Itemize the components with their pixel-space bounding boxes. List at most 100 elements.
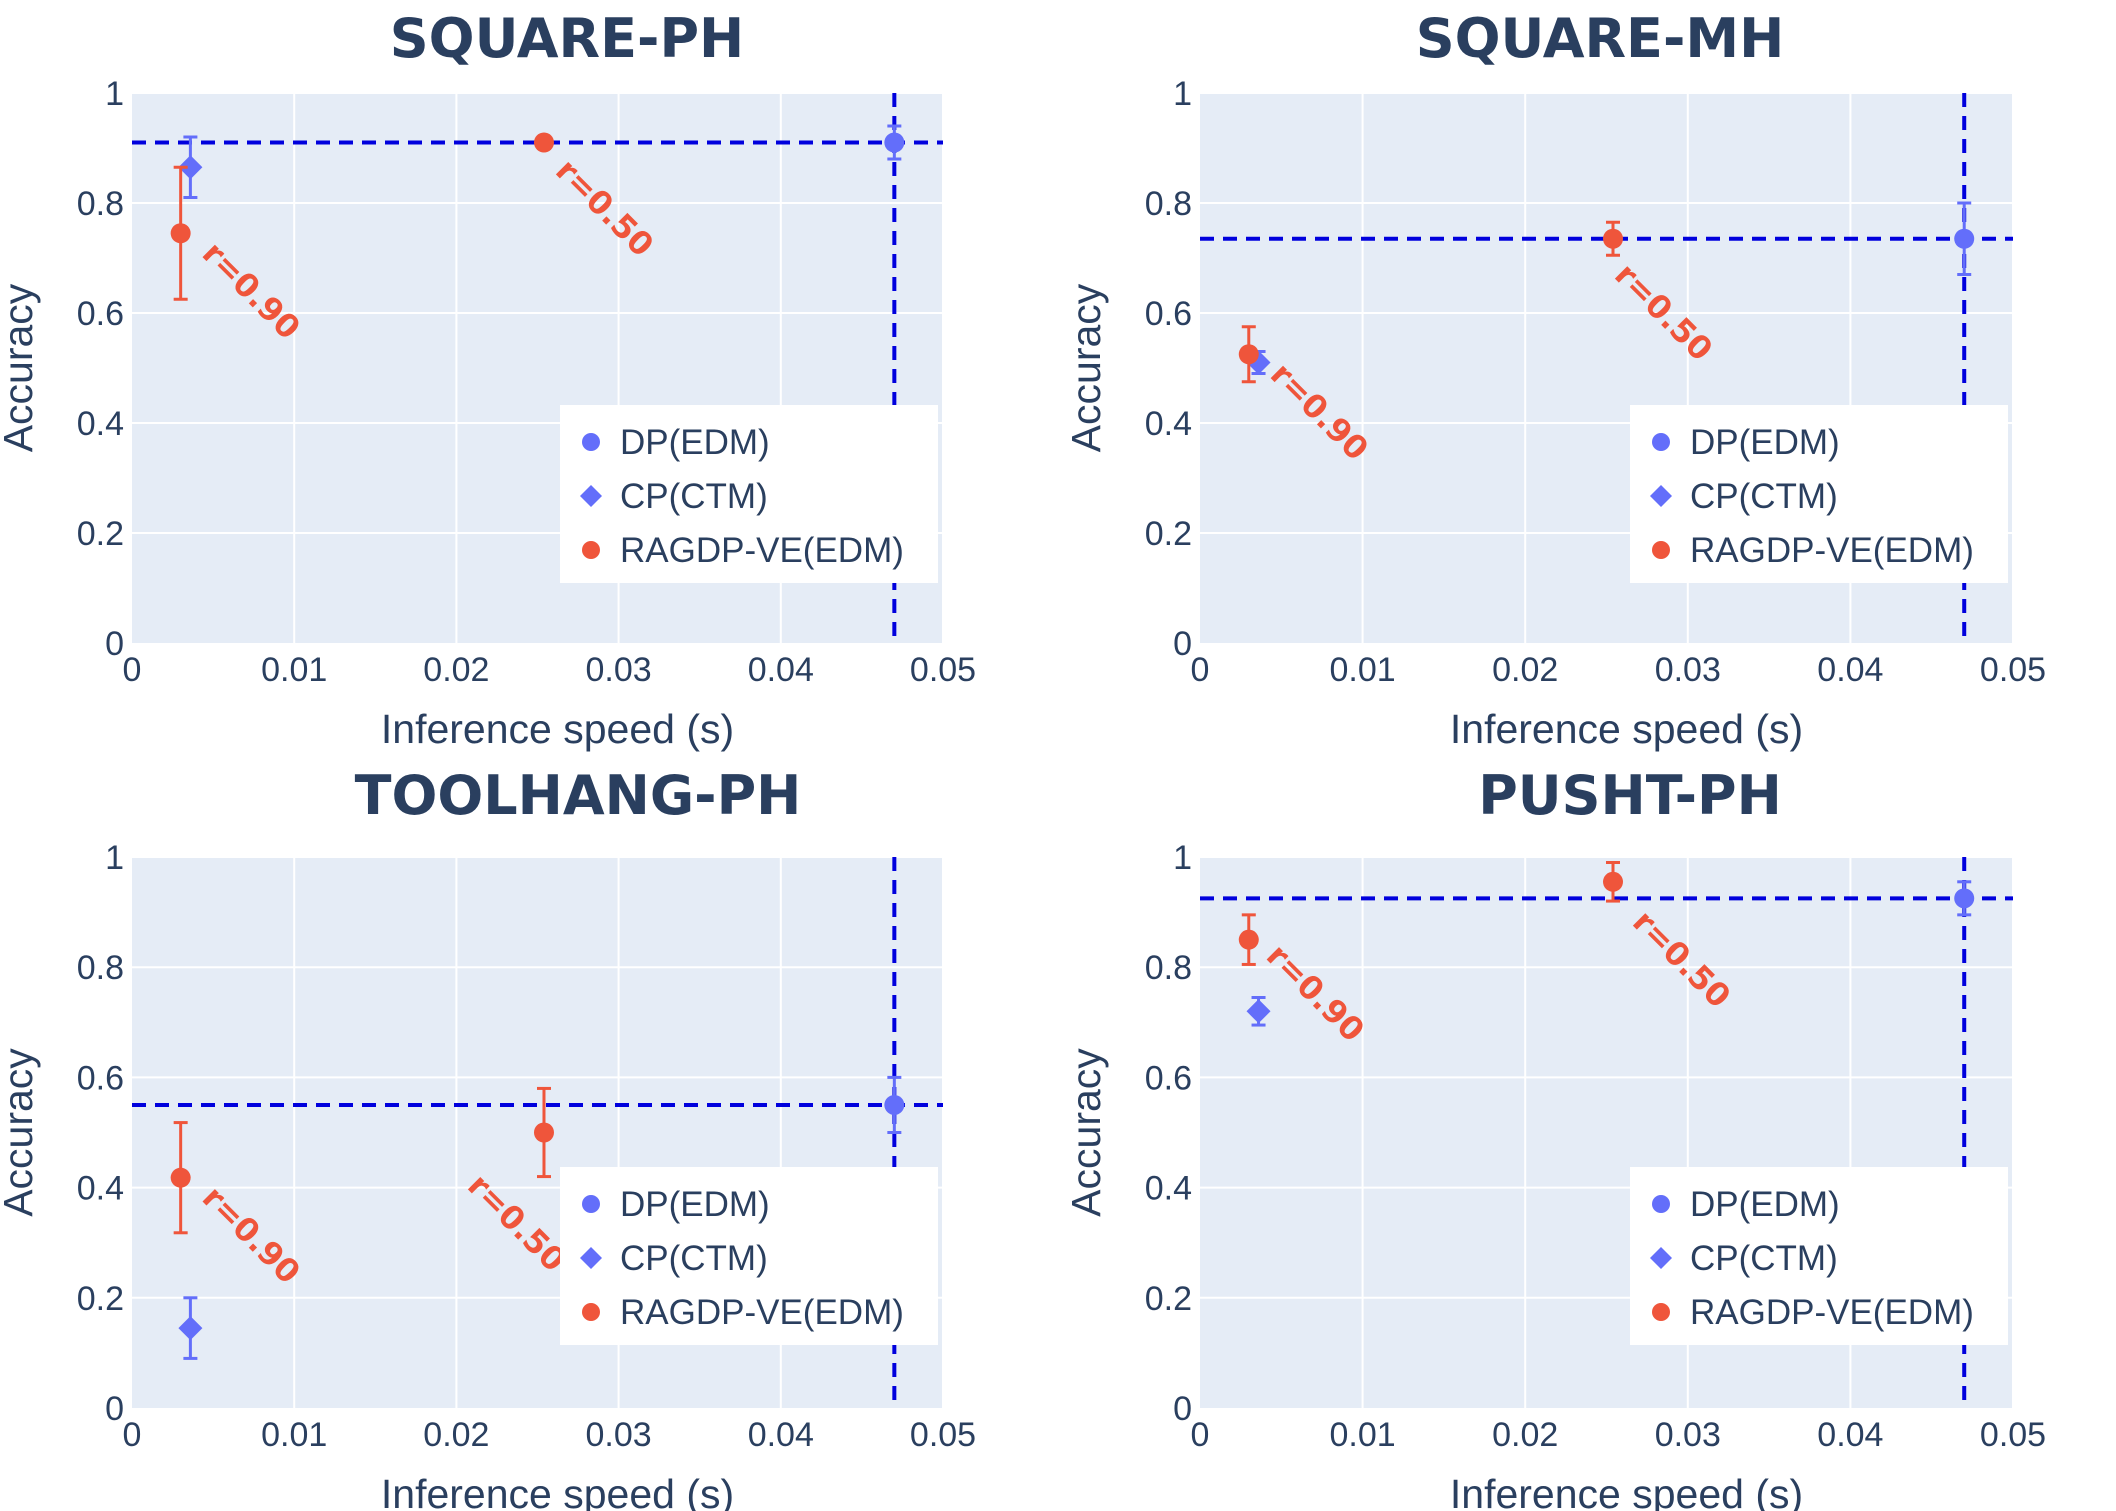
x-tick-label: 0.04 xyxy=(748,1416,814,1454)
y-tick-label: 0.8 xyxy=(77,185,124,223)
x-tick-label: 0.02 xyxy=(423,1416,489,1454)
legend-label: DP(EDM) xyxy=(620,1185,770,1224)
legend-marker-circle xyxy=(1652,1303,1670,1321)
x-tick-label: 0 xyxy=(123,1416,142,1454)
y-tick-label: 0.4 xyxy=(77,405,124,443)
legend-marker-circle xyxy=(1652,433,1670,451)
chart-title: SQUARE-MH xyxy=(1416,7,1785,70)
y-tick-label: 0.2 xyxy=(77,1280,124,1318)
data-point-diamond xyxy=(178,1316,203,1341)
legend-marker-circle xyxy=(582,433,600,451)
y-tick-label: 1 xyxy=(105,839,124,877)
y-tick-label: 0.4 xyxy=(1145,1170,1192,1208)
chart-panel-4: 0 0.01 0.02 0.03 0.04 0.05 0 0.2 0.4 0.6 0.8 1 PUSHT… xyxy=(1063,764,2046,1511)
x-axis-label: Inference speed (s) xyxy=(1450,1471,1803,1511)
legend-marker-circle xyxy=(1652,1195,1670,1213)
x-tick-label: 0.05 xyxy=(910,651,976,689)
y-tick-label: 0 xyxy=(1173,625,1192,663)
y-tick-label: 0.8 xyxy=(1145,185,1192,223)
legend-box xyxy=(560,405,938,583)
data-point-circle xyxy=(1603,228,1624,249)
legend-label: RAGDP-VE(EDM) xyxy=(620,531,904,570)
legend-label: RAGDP-VE(EDM) xyxy=(1690,531,1974,570)
y-tick-label: 0.8 xyxy=(77,949,124,987)
x-tick-label: 0.01 xyxy=(261,1416,327,1454)
x-tick-label: 0.03 xyxy=(1655,1416,1721,1454)
y-tick-label: 0.2 xyxy=(77,515,124,553)
legend-marker-diamond xyxy=(1650,1247,1672,1269)
x-tick-label: 0.04 xyxy=(748,651,814,689)
legend-box xyxy=(560,1167,938,1345)
y-tick-label: 0 xyxy=(105,625,124,663)
legend-label: DP(EDM) xyxy=(1690,423,1840,462)
y-tick-label: 0 xyxy=(105,1390,124,1428)
x-axis-label: Inference speed (s) xyxy=(381,706,734,752)
legend-marker-diamond xyxy=(580,1247,602,1269)
x-tick-label: 0.02 xyxy=(1492,1416,1558,1454)
y-tick-label: 0 xyxy=(1173,1390,1192,1428)
data-point-circle xyxy=(170,1167,191,1188)
x-tick-label: 0.04 xyxy=(1817,1416,1883,1454)
x-tick-label: 0 xyxy=(123,651,142,689)
chart-title: TOOLHANG-PH xyxy=(355,764,802,827)
legend-label: RAGDP-VE(EDM) xyxy=(620,1293,904,1332)
legend-label: CP(CTM) xyxy=(1690,1239,1838,1278)
legend-marker-circle xyxy=(1652,541,1670,559)
x-tick-label: 0 xyxy=(1191,1416,1210,1454)
x-tick-label: 0.05 xyxy=(1980,1416,2046,1454)
x-tick-label: 0 xyxy=(1191,651,1210,689)
legend-marker-circle xyxy=(582,1195,600,1213)
x-tick-label: 0.03 xyxy=(586,1416,652,1454)
x-tick-label: 0.01 xyxy=(1330,1416,1396,1454)
data-point-circle xyxy=(884,132,905,153)
y-axis-label: Accuracy xyxy=(1063,283,1109,452)
chart-title: PUSHT-PH xyxy=(1478,764,1782,827)
x-tick-label: 0.02 xyxy=(1492,651,1558,689)
y-tick-label: 0.6 xyxy=(77,1059,124,1097)
y-tick-label: 1 xyxy=(1173,75,1192,113)
x-tick-label: 0.04 xyxy=(1817,651,1883,689)
legend-label: DP(EDM) xyxy=(1690,1185,1840,1224)
x-tick-label: 0.01 xyxy=(261,651,327,689)
legend-label: CP(CTM) xyxy=(620,1239,768,1278)
x-tick-label: 0.02 xyxy=(423,651,489,689)
legend: DP(EDM) CP(CTM) RAGDP-VE(EDM) xyxy=(1630,1167,2008,1345)
chart-panel-1: 0 0.01 0.02 0.03 0.04 0.05 0 0.2 0.4 0.6 0.8 1 SQUAR… xyxy=(0,7,976,752)
chart-panel-3: 0 0.01 0.02 0.03 0.04 0.05 0 0.2 0.4 0.6 0.8 1 TOOLH… xyxy=(0,764,976,1511)
legend-label: DP(EDM) xyxy=(620,423,770,462)
chart-panel-2: 0 0.01 0.02 0.03 0.04 0.05 0 0.2 0.4 0.6 0.8 1 SQUAR… xyxy=(1063,7,2046,752)
y-tick-label: 1 xyxy=(1173,839,1192,877)
y-axis-label: Accuracy xyxy=(1063,1048,1109,1217)
data-point-circle xyxy=(1954,888,1975,909)
data-point-circle xyxy=(1238,929,1259,950)
x-tick-label: 0.05 xyxy=(1980,651,2046,689)
legend: DP(EDM) CP(CTM) RAGDP-VE(EDM) xyxy=(560,405,938,583)
y-tick-label: 0.6 xyxy=(1145,295,1192,333)
y-tick-label: 0.8 xyxy=(1145,949,1192,987)
legend-marker-circle xyxy=(582,541,600,559)
x-axis-label: Inference speed (s) xyxy=(1450,706,1803,752)
data-point-circle xyxy=(1603,871,1624,892)
legend-marker-diamond xyxy=(580,485,602,507)
y-axis-label: Accuracy xyxy=(0,283,41,452)
legend-box xyxy=(1630,1167,2008,1345)
y-tick-label: 0.2 xyxy=(1145,1280,1192,1318)
data-point-circle xyxy=(1238,344,1259,365)
legend-marker-circle xyxy=(582,1303,600,1321)
x-tick-label: 0.03 xyxy=(1655,651,1721,689)
data-point-circle xyxy=(533,1122,554,1143)
legend: DP(EDM) CP(CTM) RAGDP-VE(EDM) xyxy=(560,1167,938,1345)
x-tick-label: 0.05 xyxy=(910,1416,976,1454)
chart-title: SQUARE-PH xyxy=(390,7,744,70)
data-point-circle xyxy=(170,223,191,244)
x-axis-label: Inference speed (s) xyxy=(381,1471,734,1511)
data-point-diamond xyxy=(178,155,203,180)
data-point-circle xyxy=(533,132,554,153)
x-tick-label: 0.03 xyxy=(586,651,652,689)
legend: DP(EDM) CP(CTM) RAGDP-VE(EDM) xyxy=(1630,405,2008,583)
y-tick-label: 1 xyxy=(105,75,124,113)
y-tick-label: 0.4 xyxy=(77,1170,124,1208)
y-tick-label: 0.6 xyxy=(1145,1059,1192,1097)
x-tick-label: 0.01 xyxy=(1330,651,1396,689)
